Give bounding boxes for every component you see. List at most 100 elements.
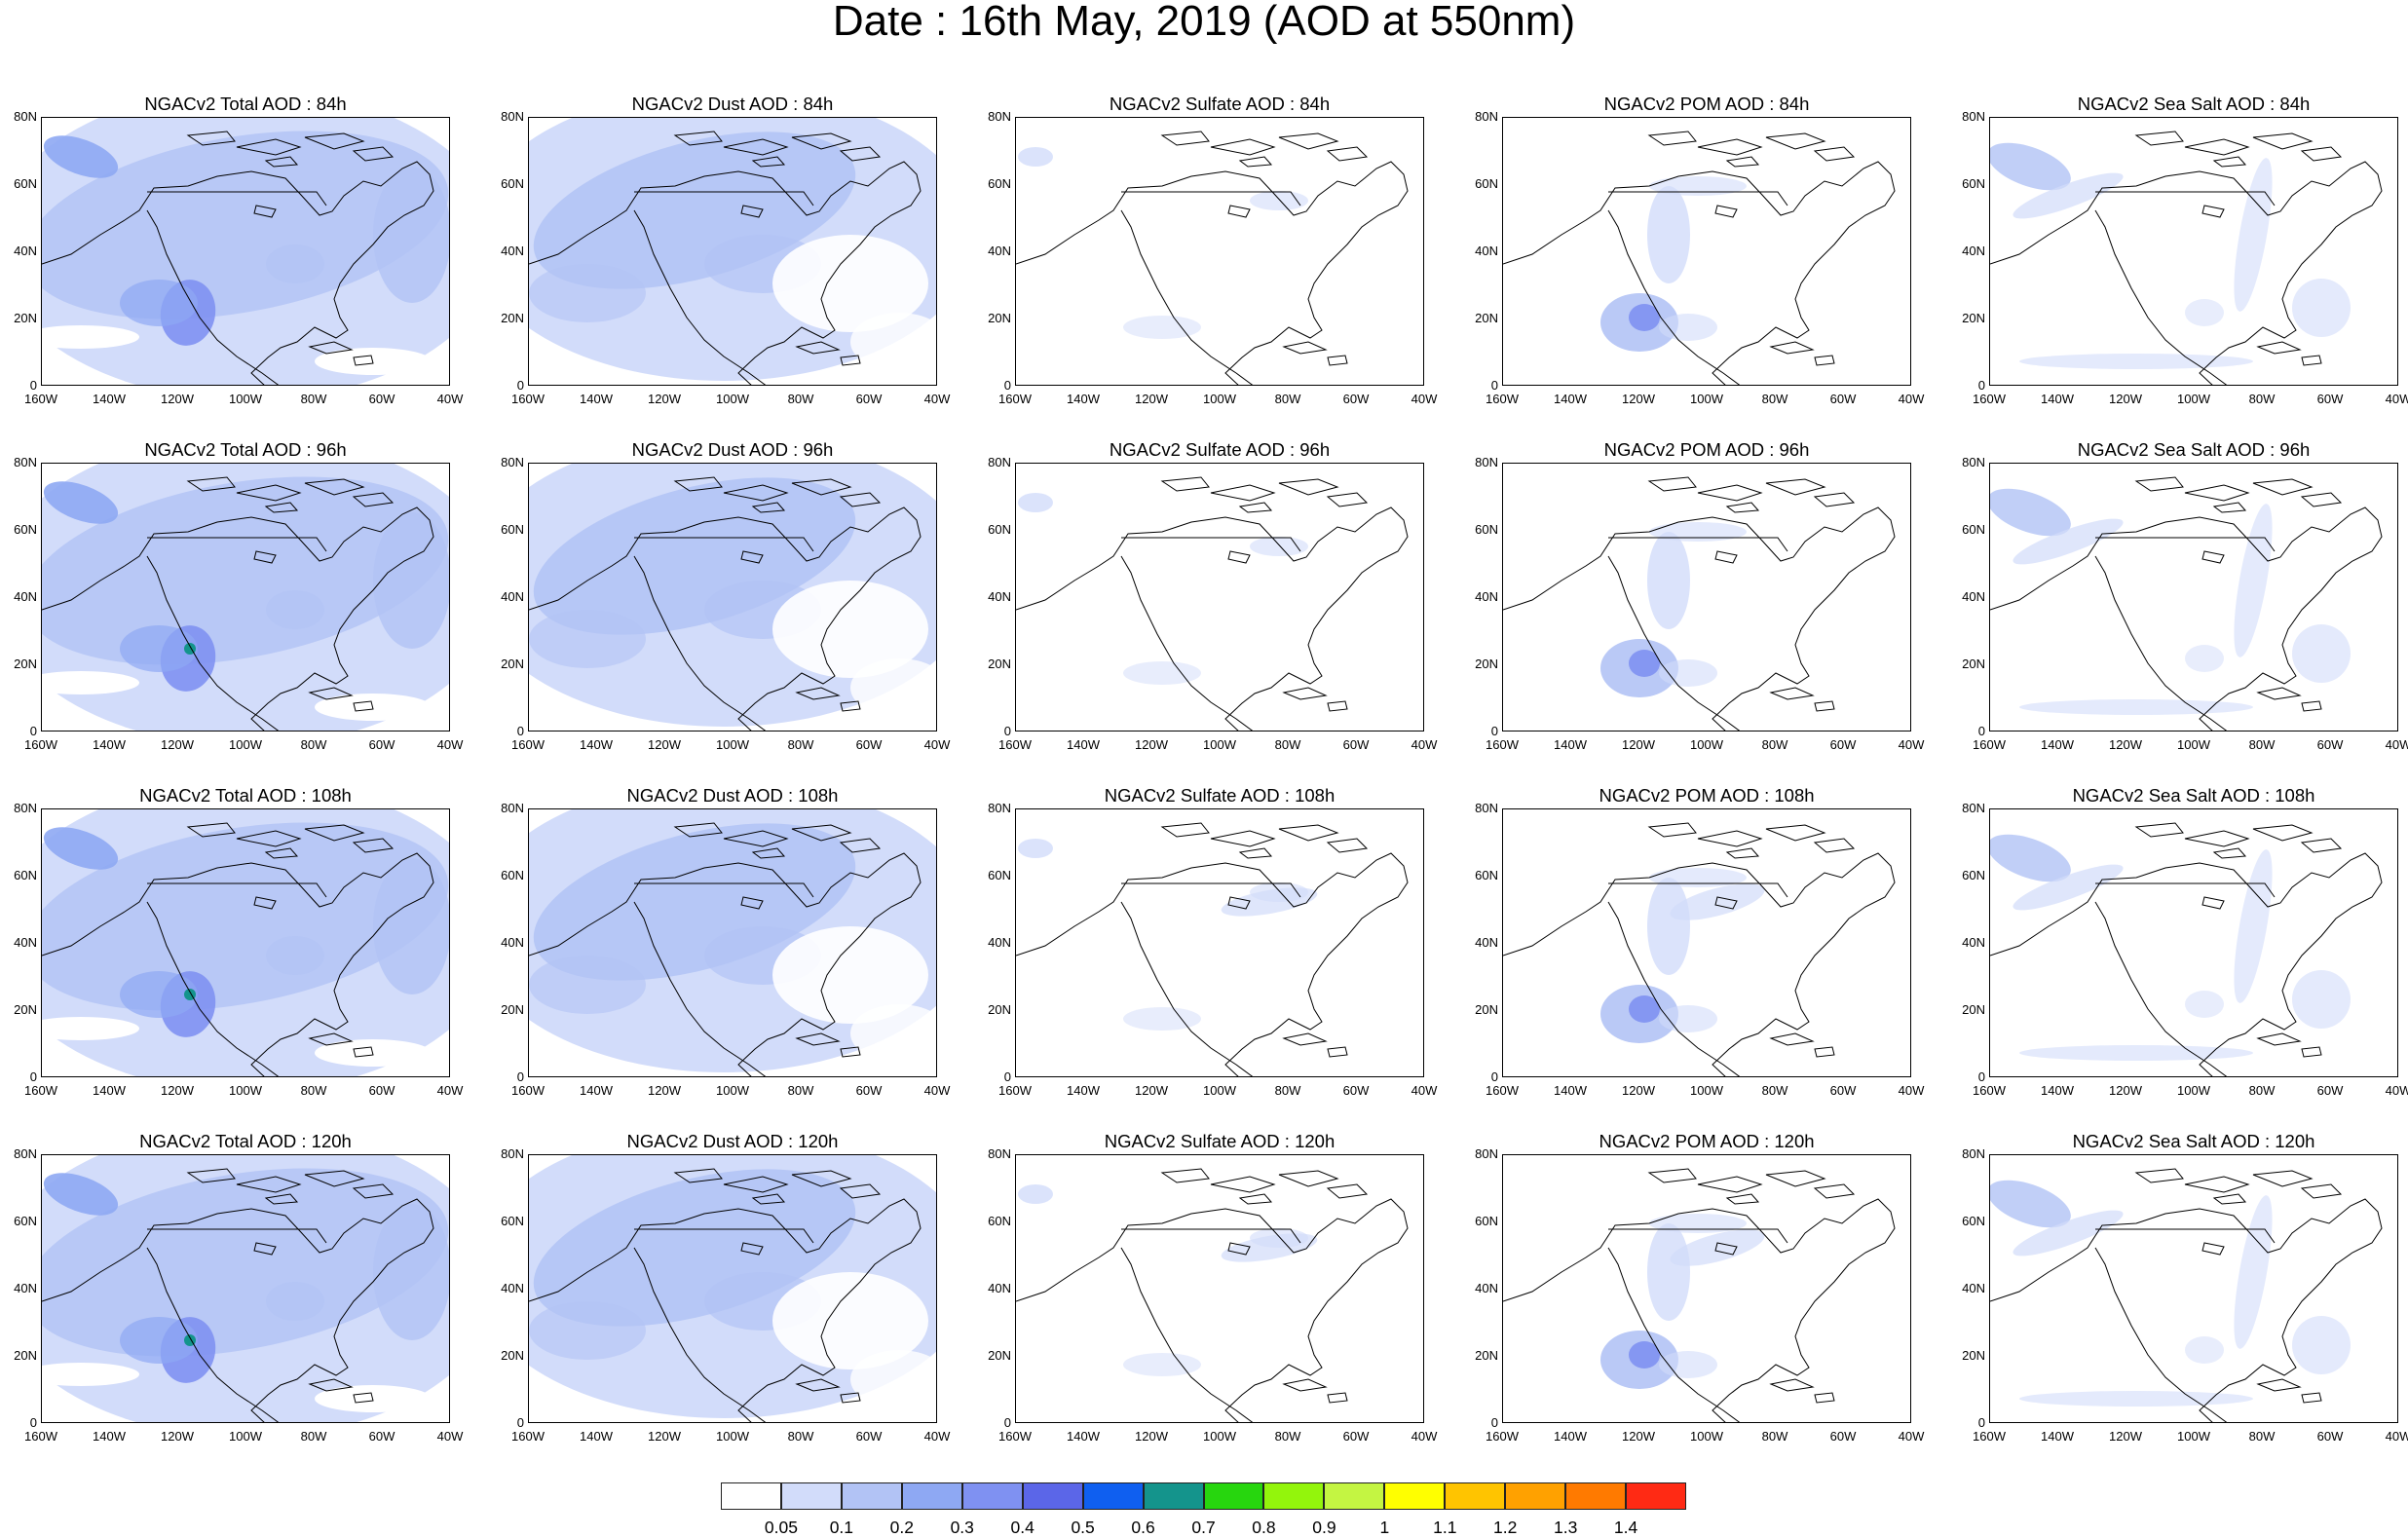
island-outline [840, 1046, 861, 1058]
aod-field-region [1250, 537, 1308, 556]
latitude-tick-label: 0 [516, 1069, 524, 1084]
aod-field-region [373, 858, 449, 994]
longitude-tick-label: 80W [1761, 1429, 1788, 1444]
island-outline [236, 1176, 302, 1193]
island-outline [2252, 1170, 2314, 1187]
island-outline [264, 847, 299, 859]
map-canvas [529, 1155, 936, 1422]
aod-field-region [529, 1301, 646, 1360]
island-outline [839, 838, 882, 853]
lake-outline [253, 1242, 277, 1256]
aod-field-region [1649, 522, 1747, 542]
latitude-tick-label: 60N [988, 176, 1011, 191]
longitude-tick-label: 60W [1829, 1083, 1857, 1098]
longitude-tick-label: 120W [648, 392, 681, 406]
island-outline [1160, 1168, 1210, 1183]
island-outline [308, 341, 354, 355]
coastline [146, 901, 280, 1076]
longitude-tick-label: 120W [161, 392, 194, 406]
island-outline [2184, 1176, 2250, 1193]
colorbar-swatch [1384, 1482, 1446, 1510]
coastline [1990, 1198, 2383, 1422]
longitude-tick-label: 120W [648, 1083, 681, 1098]
latitude-tick-label: 40N [14, 244, 37, 258]
coastline [2094, 1247, 2228, 1422]
map-frame [1502, 117, 1911, 386]
island-outline [795, 1032, 841, 1046]
island-outline [1282, 1032, 1328, 1046]
latitude-tick-label: 60N [1475, 522, 1498, 537]
latitude-tick-label: 40N [501, 935, 524, 950]
island-outline [1765, 478, 1826, 496]
coastline [1607, 1247, 1741, 1422]
coastline [146, 555, 280, 731]
longitude-tick-label: 60W [368, 1083, 395, 1098]
coastline [1120, 1247, 1254, 1422]
aod-field-region [1018, 839, 1053, 858]
coastline [146, 1247, 280, 1422]
island-outline [2212, 156, 2247, 168]
aod-field-region [2185, 1336, 2224, 1364]
longitude-tick-label: 120W [2109, 1083, 2142, 1098]
longitude-tick-label: 60W [1342, 392, 1370, 406]
aod-field-region [2013, 864, 2124, 911]
latitude-tick-label: 40N [988, 589, 1011, 604]
lake-outline [1714, 550, 1738, 564]
island-outline [1278, 478, 1339, 496]
longitude-tick-label: 140W [1554, 1083, 1587, 1098]
panel-title: NGACv2 Total AOD : 96h [144, 439, 347, 460]
aod-field-region [1250, 191, 1308, 210]
longitude-tick-label: 80W [787, 392, 814, 406]
island-outline [791, 478, 852, 496]
longitude-tick-label: 120W [2109, 737, 2142, 752]
coastline [1120, 209, 1254, 385]
longitude-tick-label: 40W [1898, 1083, 1925, 1098]
island-outline [1282, 1378, 1328, 1392]
colorbar-swatch [1143, 1482, 1204, 1510]
latitude-tick-label: 20N [1475, 1002, 1498, 1017]
latitude-tick-label: 0 [1977, 378, 1985, 393]
latitude-tick-label: 0 [29, 724, 37, 738]
map-panel-seasalt-84h: NGACv2 Sea Salt AOD : 84h 80N 60N 40N 20N 0 16… [1948, 94, 2408, 433]
longitude-tick-label: 40W [1898, 392, 1925, 406]
latitude-tick-label: 40N [1962, 935, 1985, 950]
island-outline [1769, 687, 1815, 700]
lake-outline [1714, 205, 1738, 218]
longitude-tick-label: 160W [998, 737, 1032, 752]
longitude-tick-label: 160W [1973, 392, 2006, 406]
colorbar-swatch [721, 1482, 781, 1510]
island-outline [1647, 822, 1697, 838]
map-canvas [1990, 1168, 2383, 1422]
island-outline [673, 476, 723, 492]
longitude-tick-label: 160W [1973, 737, 2006, 752]
island-outline [673, 1168, 723, 1183]
country-border [147, 882, 327, 898]
latitude-tick-label: 60N [988, 868, 1011, 882]
island-outline [795, 1378, 841, 1392]
latitude-tick-label: 40N [988, 1281, 1011, 1295]
island-outline [839, 1183, 882, 1199]
map-frame [1502, 463, 1911, 731]
island-outline [304, 478, 365, 496]
island-outline [1238, 502, 1273, 513]
aod-field-region [1123, 1353, 1201, 1376]
longitude-tick-label: 100W [1203, 392, 1236, 406]
country-border [2095, 537, 2276, 552]
latitude-tick-label: 40N [1962, 244, 1985, 258]
colorbar-label: 1.1 [1433, 1518, 1457, 1537]
country-border [147, 537, 327, 552]
longitude-tick-label: 100W [716, 737, 749, 752]
latitude-tick-label: 80N [1475, 109, 1498, 124]
coastline [1016, 161, 1409, 385]
longitude-tick-label: 60W [1829, 1429, 1857, 1444]
country-border [1121, 882, 1301, 898]
aod-field-region [2019, 699, 2253, 715]
island-outline [236, 484, 302, 502]
longitude-tick-label: 100W [229, 1083, 262, 1098]
longitude-tick-label: 120W [2109, 1429, 2142, 1444]
latitude-tick-label: 60N [501, 522, 524, 537]
latitude-tick-label: 60N [1962, 1214, 1985, 1228]
island-outline [264, 502, 299, 513]
longitude-tick-label: 60W [2316, 1083, 2344, 1098]
coastline [1120, 555, 1254, 731]
